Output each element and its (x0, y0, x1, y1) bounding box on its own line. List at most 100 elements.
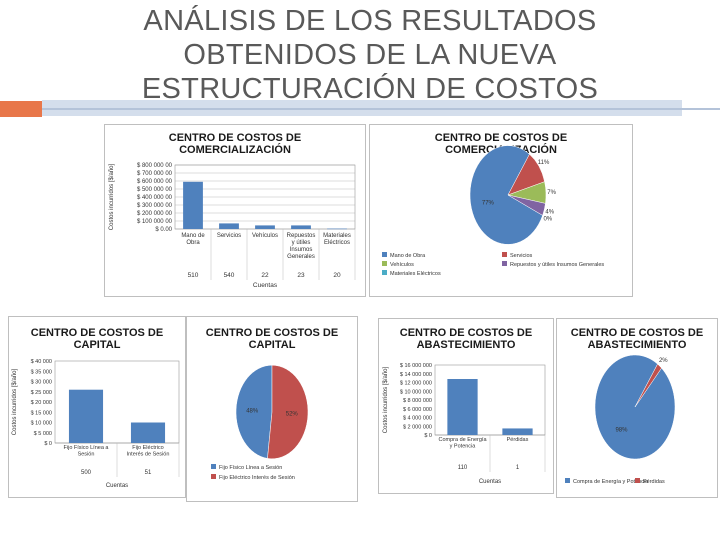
pie-value-label: 98% (615, 428, 628, 434)
bar (255, 225, 275, 229)
y-tick-label: $ 10 000 000 (400, 389, 432, 395)
x-category-label: y Potencia (450, 444, 477, 450)
header-divider-line (42, 108, 720, 110)
chart-title-line-2: ABASTECIMIENTO (416, 339, 516, 351)
title-line-1: ANÁLISIS DE LOS RESULTADOS (143, 5, 597, 37)
y-tick-label: $ 800 000 00 (137, 163, 173, 169)
x-category-label: Interés de Sesión (127, 452, 170, 458)
x-category-label: Mano de (181, 233, 205, 239)
pie-value-label: 48% (246, 408, 259, 414)
bar (502, 428, 533, 435)
chart-title-line-1: CENTRO DE COSTOS DE (570, 327, 704, 339)
account-code-label: 51 (145, 470, 152, 476)
account-code-label: 20 (333, 272, 341, 279)
pie-slice (235, 364, 273, 459)
legend-swatch (211, 464, 216, 469)
chart-title: CENTRO DE COSTOS DE COMERCIALIZACIÓN (370, 132, 632, 156)
y-axis-label: Costos incurridos [$/año] (12, 368, 18, 435)
legend-label: Fijo Eléctrico Interés de Sesión (219, 475, 295, 481)
pie-chart-svg: 77% 11% 7% 4%0% Mano de Obra Servicios Vehícul… (382, 145, 604, 277)
account-code-label: 540 (224, 272, 235, 279)
bar (327, 228, 347, 230)
header-orange-accent (0, 101, 42, 117)
y-tick-label: $ 16 000 000 (400, 363, 432, 369)
pie-value-label: 11% (538, 160, 550, 166)
y-tick-label: $ 0 (44, 441, 52, 447)
bar (447, 379, 478, 435)
x-category-label: Fijo Eléctrico (132, 445, 163, 451)
x-axis-label: Cuentas (479, 479, 501, 485)
y-tick-label: $ 2 000 000 (403, 424, 432, 430)
x-category-label: Eléctricos (324, 240, 350, 246)
legend-swatch (382, 252, 387, 257)
account-code-label: 22 (261, 272, 269, 279)
x-category-label: Repuestos (287, 233, 316, 239)
chart-panel-capital-pie: CENTRO DE COSTOS DE CAPITAL 48% 52% Fijo F… (186, 316, 358, 502)
x-category-label: Vehículos (252, 233, 278, 239)
x-category-label: Generales (287, 254, 315, 260)
y-tick-label: $ 12 000 000 (400, 381, 432, 387)
y-tick-label: $ 4 000 000 (403, 416, 432, 422)
bar (130, 422, 166, 443)
x-axis-label: Cuentas (253, 282, 278, 289)
y-tick-label: $ 300 000 00 (137, 203, 173, 209)
bar-chart-svg: Costos incurridos [$/año] $ 16 000 000 $ 1… (383, 363, 546, 485)
chart-title-line-2: CAPITAL (73, 339, 121, 351)
y-tick-label: $ 10 000 (31, 421, 52, 427)
y-tick-label: $ 6 000 000 (403, 407, 432, 413)
legend-swatch (211, 474, 216, 479)
y-tick-label: $ 700 000 00 (137, 171, 173, 177)
legend-label: Servicios (510, 253, 533, 259)
legend-label: Vehículos (390, 262, 414, 268)
legend-label: Mano de Obra (390, 253, 426, 259)
bar (291, 225, 311, 229)
x-category-label: y útiles (292, 240, 311, 246)
y-tick-label: $ 8 000 000 (403, 398, 432, 404)
x-category-label: Fijo Físico Línea a (64, 445, 110, 451)
bar (183, 181, 203, 229)
x-category-label: Materiales (323, 233, 351, 239)
y-tick-label: $ 400 000 00 (137, 195, 173, 201)
bar (68, 389, 104, 443)
legend-swatch (502, 252, 507, 257)
y-tick-label: $ 15 000 (31, 410, 52, 416)
pie-chart-svg: 48% 52% Fijo Físico Línea a Sesión Fijo Elé… (211, 364, 309, 481)
y-tick-label: $ 35 000 (31, 369, 52, 375)
legend-label: Fijo Físico Línea a Sesión (219, 465, 282, 471)
chart-title: CENTRO DE COSTOS DE CAPITAL (9, 327, 185, 351)
legend-label: Compra de Energía y Potencia (573, 479, 649, 485)
pie-value-label: 7% (547, 190, 556, 196)
chart-title: CENTRO DE COSTOS DE CAPITAL (187, 327, 357, 351)
pie-value-label: 2% (659, 358, 668, 364)
bar-chart-svg: Costos incurridos [$/año] $ 800 000 00 $ 7… (109, 163, 356, 289)
y-tick-label: $ 500 000 00 (137, 187, 173, 193)
y-tick-label: $ 25 000 (31, 390, 52, 396)
y-tick-label: $ 0 (424, 433, 432, 439)
chart-panel-comercializacion-bar: CENTRO DE COSTOS DE COMERCIALIZACIÓN Cos… (104, 124, 366, 297)
title-line-2: OBTENIDOS DE LA NUEVA (183, 39, 557, 71)
y-tick-label: $ 200 000 00 (137, 211, 173, 217)
legend-swatch (635, 478, 640, 483)
pie-value-label: 52% (286, 412, 299, 418)
account-code-label: 23 (297, 272, 305, 279)
pie-slice (634, 363, 662, 408)
chart-title-line-2: CAPITAL (248, 339, 296, 351)
pie-slice (469, 145, 543, 245)
y-tick-label: $ 14 000 000 (400, 372, 432, 378)
legend-label: Pérdidas (643, 479, 665, 485)
account-code-label: 1 (516, 465, 520, 471)
y-tick-label: $ 100 000 00 (137, 219, 173, 225)
chart-title-line-1: CENTRO DE COSTOS DE (399, 327, 533, 339)
x-category-label: Compra de Energía (439, 437, 488, 443)
chart-panel-capital-bar: CENTRO DE COSTOS DE CAPITAL Costos incur… (8, 316, 186, 498)
y-tick-label: $ 30 000 (31, 380, 52, 386)
chart-panel-comercializacion-pie: CENTRO DE COSTOS DE COMERCIALIZACIÓN 77%… (369, 124, 633, 297)
chart-title-line-1: CENTRO DE COSTOS DE (434, 132, 568, 144)
chart-title-line-2: ABASTECIMIENTO (587, 339, 687, 351)
account-code-label: 510 (188, 272, 199, 279)
pie-slice (594, 354, 676, 460)
slide-title: ANÁLISIS DE LOS RESULTADOS OBTENIDOS DE … (100, 4, 640, 106)
legend-label: Materiales Eléctricos (390, 271, 441, 277)
chart-panel-abastecimiento-pie: CENTRO DE COSTOS DE ABASTECIMIENTO 98% 2%… (556, 318, 718, 498)
legend-swatch (502, 261, 507, 266)
